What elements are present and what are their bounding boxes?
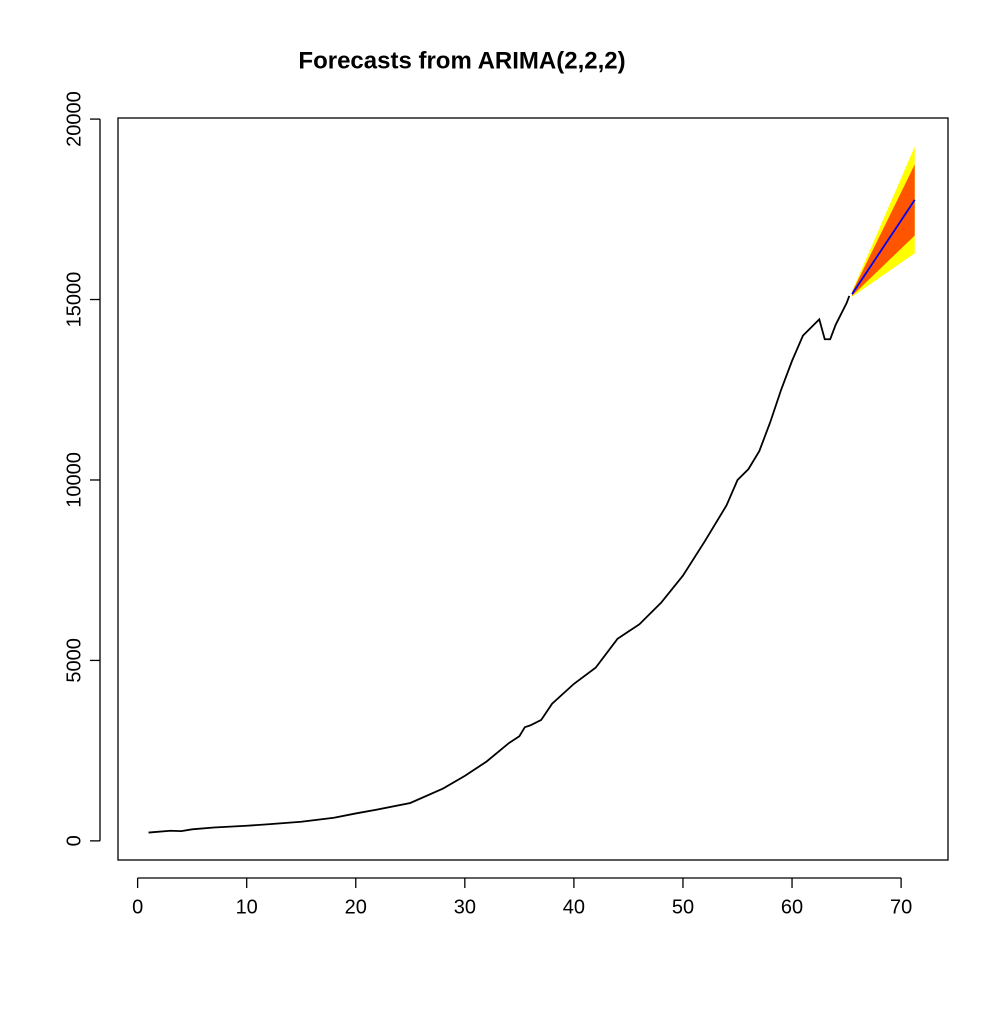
series-line: [851, 199, 916, 295]
y-tick-label: 15000: [63, 272, 85, 328]
x-tick-label: 40: [563, 896, 585, 918]
x-tick-label: 0: [132, 896, 143, 918]
y-tick-label: 5000: [63, 638, 85, 683]
series-line: [148, 295, 851, 834]
y-tick-label: 20000: [63, 91, 85, 147]
prediction-interval: [852, 164, 915, 296]
x-tick-label: 30: [454, 896, 476, 918]
x-tick-label: 10: [236, 896, 258, 918]
x-tick-label: 60: [781, 896, 803, 918]
y-tick-label: 0: [63, 835, 85, 846]
x-tick-label: 50: [672, 896, 694, 918]
prediction-interval: [852, 146, 915, 297]
x-tick-label: 70: [890, 896, 912, 918]
x-tick-label: 20: [345, 896, 367, 918]
plot-box: [117, 117, 949, 861]
chart-title: Forecasts from ARIMA(2,2,2): [298, 47, 625, 74]
y-tick-label: 10000: [63, 452, 85, 508]
